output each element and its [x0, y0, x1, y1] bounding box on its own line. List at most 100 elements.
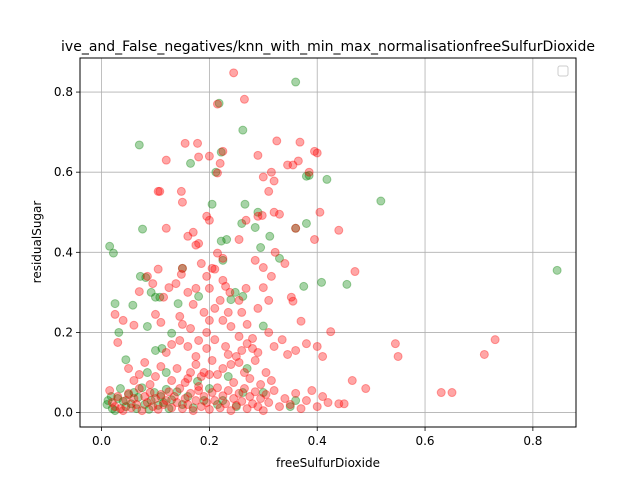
data-point: [301, 171, 311, 181]
data-point: [153, 264, 163, 274]
data-point: [269, 176, 279, 186]
data-point: [118, 396, 128, 406]
data-point: [280, 259, 290, 269]
data-point: [479, 349, 489, 359]
data-point: [258, 283, 268, 293]
data-point: [188, 403, 198, 413]
data-point: [242, 404, 252, 414]
data-point: [285, 402, 295, 412]
data-point: [253, 347, 263, 357]
y-axis-label: residualSugar: [30, 201, 44, 284]
data-point: [193, 138, 203, 148]
data-point: [269, 207, 279, 217]
data-point: [191, 240, 201, 250]
green-series: [102, 77, 562, 416]
data-point: [124, 364, 134, 373]
data-point: [239, 368, 249, 378]
data-point: [175, 384, 185, 394]
data-point: [361, 384, 371, 394]
data-point: [199, 396, 209, 406]
data-point: [202, 211, 212, 221]
data-point: [183, 231, 193, 241]
data-point: [191, 283, 201, 293]
data-point: [164, 283, 174, 293]
data-point: [167, 339, 177, 349]
data-point: [132, 400, 142, 410]
data-point: [216, 236, 226, 246]
data-point: [172, 364, 182, 373]
data-point: [315, 207, 325, 217]
data-point: [202, 271, 212, 281]
data-point: [103, 396, 113, 406]
data-point: [142, 321, 152, 331]
data-point: [156, 390, 166, 400]
data-point: [140, 392, 150, 402]
data-point: [393, 351, 403, 361]
data-point: [110, 406, 120, 416]
data-point: [202, 327, 212, 337]
data-point: [257, 210, 267, 220]
data-point: [105, 386, 115, 396]
data-point: [293, 156, 303, 166]
data-point: [242, 364, 252, 373]
data-point: [153, 404, 163, 414]
data-point: [310, 235, 320, 244]
x-tick-label: 0.0: [92, 434, 111, 448]
data-point: [161, 384, 171, 394]
chart-title: ive_and_False_negatives/knn_with_min_max…: [61, 39, 595, 55]
data-point: [283, 349, 293, 359]
data-point: [447, 388, 457, 398]
data-point: [194, 335, 204, 345]
data-point: [145, 388, 155, 398]
data-point: [334, 225, 344, 235]
data-point: [222, 235, 232, 244]
data-point: [552, 265, 562, 275]
data-point: [183, 392, 193, 402]
data-point: [258, 263, 268, 273]
data-point: [241, 283, 251, 293]
data-point: [266, 271, 276, 281]
data-point: [210, 335, 220, 345]
data-point: [231, 400, 241, 410]
data-point: [126, 399, 136, 409]
data-point: [196, 259, 206, 269]
data-point: [161, 155, 171, 165]
data-point: [323, 398, 333, 408]
data-point: [322, 174, 332, 184]
data-point: [250, 255, 260, 265]
x-tick-label: 0.8: [523, 434, 542, 448]
data-point: [241, 215, 251, 225]
data-point: [286, 292, 296, 302]
data-point: [390, 339, 400, 349]
data-point: [153, 186, 163, 196]
x-axis-label: freeSulfurDioxide: [276, 456, 380, 470]
data-point: [199, 307, 209, 317]
data-point: [226, 321, 236, 331]
data-point: [226, 406, 236, 416]
data-point: [291, 223, 301, 233]
data-point: [202, 343, 212, 353]
data-point: [334, 399, 344, 409]
data-point: [258, 388, 268, 398]
data-point: [146, 396, 156, 406]
data-point: [204, 151, 214, 161]
data-point: [342, 279, 352, 289]
axes-frame: [79, 57, 577, 428]
data-point: [207, 199, 217, 209]
data-point: [134, 287, 144, 297]
data-point: [274, 253, 284, 263]
data-point: [194, 152, 204, 162]
data-point: [204, 315, 214, 325]
data-point: [113, 392, 123, 402]
data-point: [161, 396, 171, 406]
data-point: [157, 343, 167, 353]
data-point: [177, 319, 187, 329]
data-point: [304, 170, 314, 180]
data-point: [250, 387, 260, 397]
data-point: [110, 402, 120, 412]
data-point: [114, 327, 124, 337]
data-point: [312, 402, 322, 412]
data-point: [285, 400, 295, 410]
data-point: [229, 68, 239, 78]
